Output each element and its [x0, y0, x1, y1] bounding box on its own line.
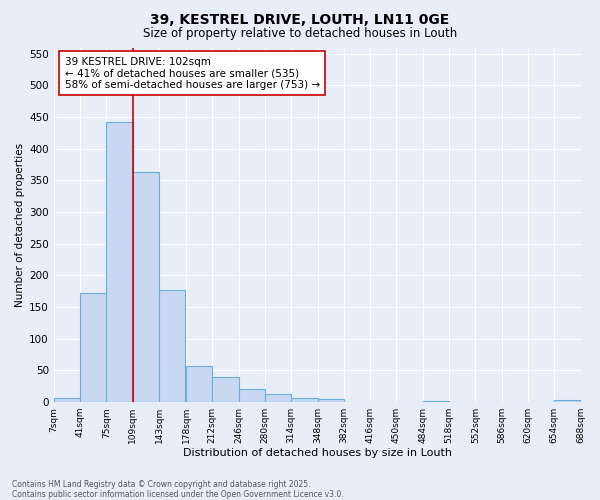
Bar: [554, 400, 580, 402]
Text: 39 KESTREL DRIVE: 102sqm
← 41% of detached houses are smaller (535)
58% of semi-: 39 KESTREL DRIVE: 102sqm ← 41% of detach…: [65, 56, 320, 90]
Y-axis label: Number of detached properties: Number of detached properties: [15, 142, 25, 307]
Text: Contains HM Land Registry data © Crown copyright and database right 2025.
Contai: Contains HM Land Registry data © Crown c…: [12, 480, 344, 499]
Text: Size of property relative to detached houses in Louth: Size of property relative to detached ho…: [143, 28, 457, 40]
Bar: [133, 172, 159, 402]
Bar: [317, 399, 344, 402]
Text: 39, KESTREL DRIVE, LOUTH, LN11 0GE: 39, KESTREL DRIVE, LOUTH, LN11 0GE: [151, 12, 449, 26]
Bar: [265, 394, 291, 402]
Bar: [186, 366, 212, 402]
Bar: [106, 122, 133, 402]
X-axis label: Distribution of detached houses by size in Louth: Distribution of detached houses by size …: [182, 448, 452, 458]
Bar: [291, 398, 317, 402]
Bar: [423, 401, 449, 402]
Bar: [80, 293, 106, 402]
Bar: [212, 377, 239, 402]
Bar: [54, 398, 80, 402]
Bar: [159, 290, 185, 402]
Bar: [239, 390, 265, 402]
